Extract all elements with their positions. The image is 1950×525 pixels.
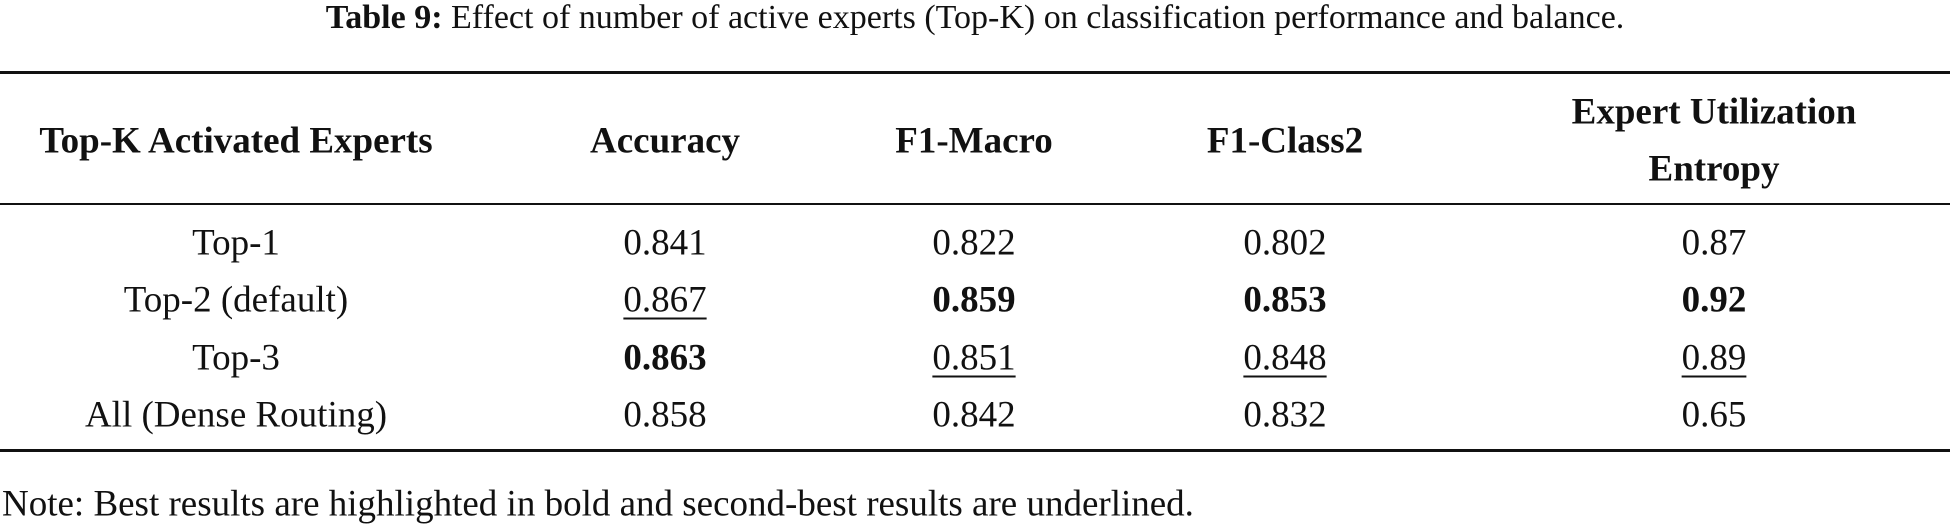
column-header: Expert Utilization xyxy=(1571,91,1857,133)
cell: 0.802 xyxy=(1243,222,1327,264)
cell: 0.89 xyxy=(1681,337,1747,379)
cell: 0.87 xyxy=(1681,222,1747,264)
cell: 0.859 xyxy=(932,279,1016,321)
column-header: Accuracy xyxy=(590,120,740,162)
cell: All (Dense Routing) xyxy=(84,394,388,436)
cell: 0.867 xyxy=(623,279,707,321)
table-note: Note: Best results are highlighted in bo… xyxy=(2,483,1194,525)
cell: 0.65 xyxy=(1681,394,1747,436)
cell: 0.848 xyxy=(1243,337,1327,379)
cell: Top-3 xyxy=(192,337,280,379)
cell: Top-1 xyxy=(192,222,280,264)
cell: 0.853 xyxy=(1243,279,1327,321)
top-rule xyxy=(0,71,1950,74)
cell: 0.863 xyxy=(623,337,707,379)
cell: 0.851 xyxy=(932,337,1016,379)
column-header: F1-Macro xyxy=(895,120,1053,162)
bottom-rule xyxy=(0,449,1950,452)
cell: 0.822 xyxy=(932,222,1016,264)
caption-text: Effect of number of active experts (Top-… xyxy=(451,0,1625,36)
caption: Table 9: Effect of number of active expe… xyxy=(326,1,1625,35)
cell: 0.842 xyxy=(932,394,1016,436)
mid-rule xyxy=(0,203,1950,205)
column-header: Top-K Activated Experts xyxy=(39,120,433,162)
column-header: F1-Class2 xyxy=(1206,120,1364,162)
column-header: Entropy xyxy=(1648,148,1780,190)
cell: Top-2 (default) xyxy=(123,279,349,321)
caption-label: Table 9: xyxy=(325,0,443,36)
cell: 0.858 xyxy=(623,394,707,436)
cell: 0.841 xyxy=(623,222,707,264)
cell: 0.832 xyxy=(1243,394,1327,436)
cell: 0.92 xyxy=(1681,279,1747,321)
